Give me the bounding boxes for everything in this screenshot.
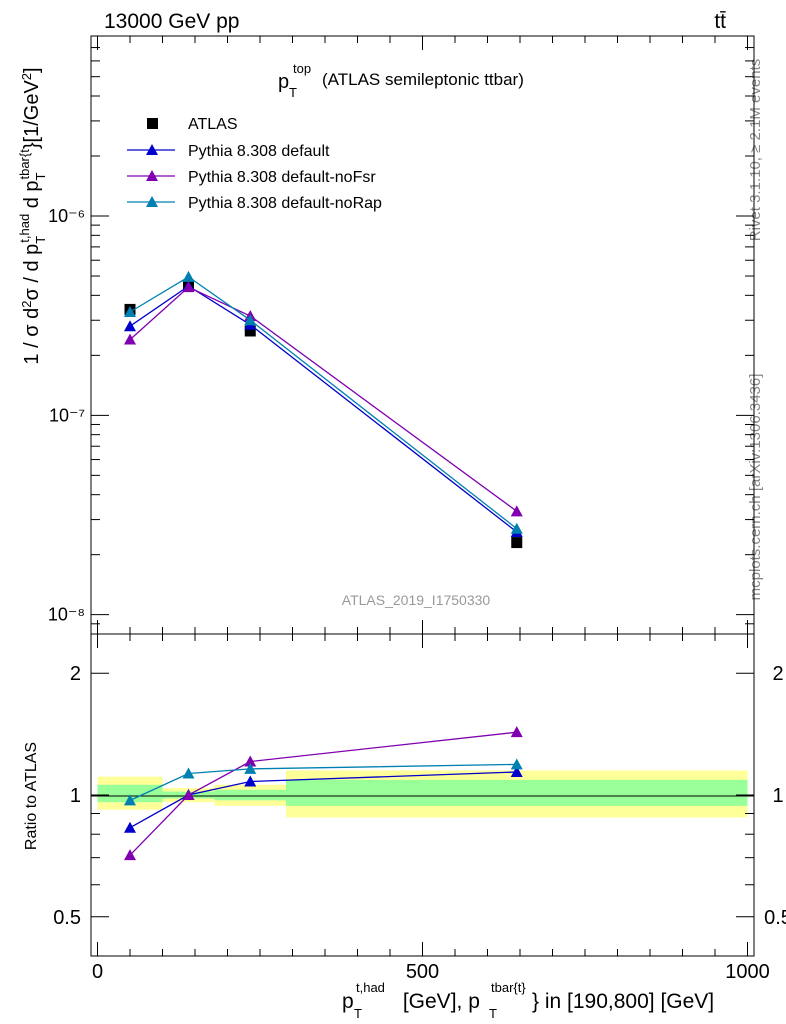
main-series-line-2 — [129, 286, 518, 512]
legend-marker-default — [146, 144, 158, 155]
legend-marker-nofsr — [146, 170, 158, 181]
ratio-ylabel: Ratio to ATLAS — [23, 742, 40, 850]
ratio-ytick-label-left: 2 — [70, 663, 81, 685]
legend-label-nofsr: Pythia 8.308 default-noFsr — [188, 169, 376, 186]
ratio-point-s2-0 — [124, 794, 136, 806]
ratio-point-s0-2 — [244, 775, 257, 787]
ratio-point-s1-2 — [244, 755, 257, 767]
ratio-ytick-label-right: 0.5 — [764, 907, 786, 929]
main-point-atlas-3 — [511, 537, 523, 549]
main-ytick-label: 10⁻⁷ — [49, 405, 85, 425]
ratio-ytick-label-right: 1 — [772, 785, 783, 807]
main-point-s3-1 — [182, 270, 195, 282]
ratio-series-line-1 — [129, 731, 517, 856]
xlabel-sup2: tbar{t} — [491, 980, 526, 995]
main-series-line-3 — [129, 276, 518, 530]
ratio-panel: 0.5 0.5 1 1 2 2 0 500 1000 Ratio to ATLAS p T t… — [23, 633, 786, 1021]
legend-marker-norap — [146, 196, 158, 207]
chart-title-var: p — [278, 71, 289, 93]
ratio-series-line-0 — [129, 771, 517, 829]
main-point-s3-3 — [510, 522, 523, 534]
xlabel-tail: } in [190,800] [GeV] — [532, 990, 714, 1013]
ratio-point-s1-3 — [510, 726, 523, 738]
analysis-label: ATLAS_2019_I1750330 — [342, 592, 491, 608]
legend-marker-atlas — [147, 118, 158, 129]
energy-label: 13000 GeV pp — [104, 10, 239, 33]
chart-title: (ATLAS semileptonic ttbar) — [322, 70, 524, 89]
ratio-xtick-label: 500 — [406, 961, 439, 983]
main-point-s3-2 — [244, 314, 257, 326]
main-series-line-1 — [129, 285, 518, 533]
xlabel-sub2: T — [489, 1006, 497, 1021]
main-point-atlas-2 — [244, 325, 256, 337]
main-ytick-label: 10⁻⁸ — [48, 605, 85, 625]
main-point-s2-1 — [182, 281, 195, 293]
site-label: mcplots.cern.ch [arXiv:1306.3436] — [747, 374, 764, 601]
ratio-xtick-label: 1000 — [725, 961, 770, 983]
legend-label-default: Pythia 8.308 default — [188, 143, 330, 160]
main-point-s2-0 — [124, 333, 136, 345]
legend-label-norap: Pythia 8.308 default-noRap — [188, 195, 382, 212]
ratio-point-s1-1 — [182, 789, 195, 800]
ratio-series-line-2 — [129, 763, 517, 801]
ratio-point-s2-3 — [510, 758, 523, 770]
ratio-point-s2-1 — [182, 767, 195, 779]
legend-label-atlas: ATLAS — [188, 116, 238, 133]
ratio-band-inner-3 — [286, 779, 748, 806]
rivet-label: Rivet 3.1.10, ≥ 2.1M events — [747, 59, 764, 242]
main-point-s2-3 — [510, 505, 523, 517]
main-point-s1-0 — [124, 320, 136, 332]
ratio-ytick-label-right: 2 — [772, 663, 783, 685]
main-ytick-label: 10⁻⁶ — [48, 206, 85, 226]
ratio-point-s2-2 — [244, 762, 257, 774]
xlabel-sub1: T — [354, 1006, 362, 1021]
ratio-xtick-label: 0 — [92, 961, 103, 983]
ratio-point-s1-0 — [124, 849, 136, 861]
ratio-point-s0-0 — [124, 821, 136, 833]
ratio-band-inner-2 — [214, 789, 286, 801]
xlabel-mid: [GeV], p — [397, 990, 480, 1013]
xlabel-sup1: t,had — [356, 980, 385, 995]
ratio-ytick-label-left: 1 — [70, 785, 81, 807]
chart-title-var-sub: T — [289, 85, 297, 100]
ratio-band-inner-0 — [97, 784, 163, 803]
chart-title-var-sup: top — [293, 61, 311, 76]
main-ylabel: 1 / σ d2σ / d pTt,had d pTtbar{t}[1/GeV2… — [17, 67, 48, 364]
ratio-point-s0-3 — [510, 765, 523, 777]
main-point-s3-0 — [124, 305, 136, 317]
ratio-ytick-label-left: 0.5 — [53, 907, 81, 929]
main-panel: 10⁻⁸ 10⁻⁷ 10⁻⁶ 1 / σ d2σ / d pTt,had d pTt… — [17, 35, 755, 635]
xlabel-main: p — [342, 990, 354, 1013]
process-label: tt̄ — [714, 10, 726, 33]
legend: ATLAS Pythia 8.308 default Pythia 8.308 … — [127, 116, 382, 212]
ratio-xlabel: p T t,had [GeV], p T tbar{t} } in [190,8… — [342, 980, 714, 1021]
